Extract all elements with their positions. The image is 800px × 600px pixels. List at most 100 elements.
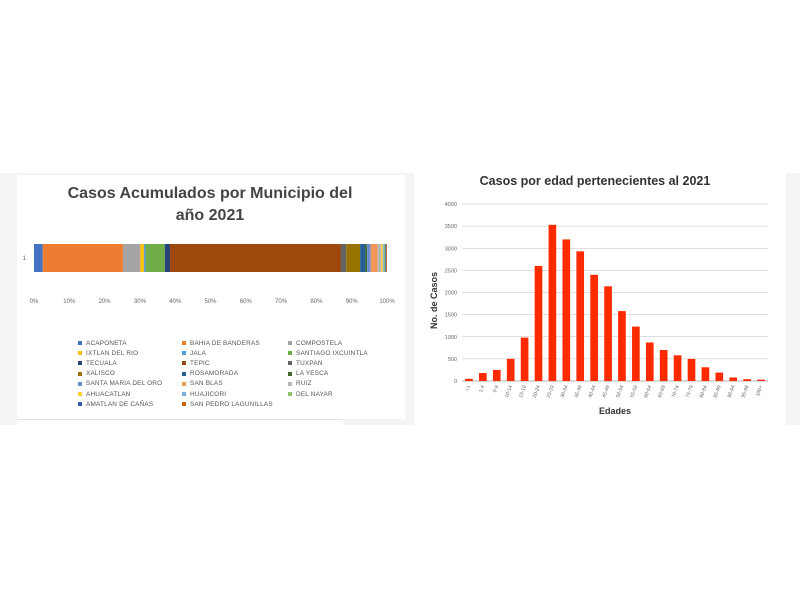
- y-tick-label: 0: [454, 379, 457, 385]
- stacked-segment-8: [340, 244, 347, 272]
- x-tick-label: 40-44: [588, 384, 598, 398]
- stacked-segment-5: [145, 244, 165, 272]
- legend-swatch: [78, 381, 82, 386]
- legend-item: RUIZ: [288, 379, 398, 389]
- x-tick-label: 35-39: [574, 384, 584, 398]
- x-tick-label: 25-29: [546, 384, 556, 398]
- municipio-legend: ACAPONETA BAHIA DE BANDERAS COMPOSTELA IXTL…: [78, 338, 408, 409]
- legend-label: ROSAMORADA: [190, 370, 239, 378]
- legend-label: ACAPONETA: [86, 339, 127, 347]
- age-bar-1: [479, 373, 487, 381]
- legend-label: SANTIAGO IXCUINTLA: [296, 349, 368, 357]
- x-tick-label: 100+: [755, 385, 765, 398]
- age-bar-9: [590, 274, 598, 381]
- legend-label: IXTLAN DEL RIO: [86, 349, 139, 357]
- age-bar-2: [492, 369, 501, 381]
- legend-item: SANTIAGO IXCUINTLA: [288, 348, 398, 358]
- x-tick-label: 100%: [379, 299, 395, 305]
- x-tick-label: 10%: [63, 299, 76, 305]
- age-bar-15: [673, 355, 682, 381]
- edad-chart-title: Casos por edad pertenecientes al 2021: [479, 174, 711, 188]
- x-tick-label: 20-24: [532, 384, 542, 398]
- y-tick-label: 2000: [445, 291, 457, 297]
- stacked-segment-19: [386, 244, 387, 272]
- stacked-segment-0: [34, 244, 43, 272]
- legend-swatch: [182, 371, 186, 376]
- x-tick-label: 75-79: [685, 384, 695, 398]
- legend-item: TUXPAN: [288, 358, 398, 368]
- x-tick-label: 20%: [99, 299, 112, 305]
- y-tick-label: 2500: [445, 268, 457, 274]
- y-tick-label: 3000: [445, 246, 457, 252]
- age-bar-4: [520, 337, 529, 381]
- age-bar-0: [465, 378, 473, 381]
- x-tick-label: 50-54: [615, 384, 625, 398]
- legend-label: COMPOSTELA: [296, 339, 343, 347]
- x-tick-label: 5-9: [492, 384, 500, 393]
- y-tick-label: 4000: [445, 202, 457, 208]
- legend-item: HUAJICORI: [182, 389, 288, 399]
- x-tick-label: 45-49: [601, 384, 611, 398]
- y-tick-label: 500: [448, 357, 457, 363]
- age-bar-12: [632, 326, 640, 381]
- legend-label: TEPIC: [190, 359, 210, 367]
- age-bar-18: [715, 372, 724, 381]
- legend-swatch: [182, 361, 186, 366]
- x-tick-label: <1: [465, 384, 473, 392]
- x-tick-label: 55-59: [629, 384, 639, 398]
- legend-item: LA YESCA: [288, 369, 398, 379]
- x-tick-label: 60-64: [643, 384, 653, 398]
- legend-item: IXTLAN DEL RIO: [78, 348, 182, 358]
- stacked-segment-9: [346, 244, 361, 272]
- legend-swatch: [78, 341, 82, 346]
- legend-label: AHUACATLAN: [86, 390, 131, 398]
- legend-item: AHUACATLAN: [78, 389, 182, 399]
- x-tick-label: 70-74: [671, 384, 681, 398]
- x-tick-label: 15-19: [518, 384, 528, 398]
- legend-swatch: [78, 371, 82, 376]
- x-tick-label: 30-34: [560, 384, 570, 398]
- x-axis-title: Edades: [599, 406, 631, 416]
- stacked-segment-16: [382, 244, 384, 272]
- x-tick-label: 95-99: [741, 384, 751, 398]
- legend-swatch: [182, 392, 186, 397]
- legend-swatch: [78, 351, 82, 356]
- legend-item: TECUALA: [78, 358, 182, 368]
- stacked-segment-11: [365, 244, 368, 272]
- age-bar-19: [729, 377, 738, 381]
- stacked-segment-15: [381, 244, 383, 272]
- x-tick-label: 60%: [240, 299, 253, 305]
- legend-swatch: [288, 341, 292, 346]
- x-tick-label: 40%: [169, 299, 182, 305]
- stacked-segment-1: [42, 244, 123, 272]
- y-tick-label: 3500: [445, 224, 457, 230]
- legend-swatch: [78, 361, 82, 366]
- legend-swatch: [288, 351, 292, 356]
- legend-item: BAHIA DE BANDERAS: [182, 338, 288, 348]
- legend-label: SAN PEDRO LAGUNILLAS: [190, 400, 273, 408]
- stacked-segment-4: [143, 244, 146, 272]
- age-bar-16: [687, 358, 696, 381]
- stacked-segment-18: [385, 244, 387, 272]
- x-tick-label: 10-14: [504, 384, 514, 398]
- legend-swatch: [288, 392, 292, 397]
- category-label: 1: [23, 256, 27, 262]
- stacked-segment-3: [140, 244, 144, 272]
- legend-swatch: [182, 381, 186, 386]
- legend-item: ACAPONETA: [78, 338, 182, 348]
- age-bar-3: [506, 358, 515, 381]
- x-tick-label: 70%: [275, 299, 288, 305]
- municipio-chart-title: Casos Acumulados por Municipio del año 2…: [67, 185, 353, 224]
- x-tick-label: 80-84: [699, 384, 709, 398]
- x-tick-label: 80%: [310, 299, 323, 305]
- legend-swatch: [288, 381, 292, 386]
- x-tick-label: 50%: [204, 299, 217, 305]
- age-bar-11: [618, 311, 626, 381]
- legend-label: JALA: [190, 349, 207, 357]
- legend-label: BAHIA DE BANDERAS: [190, 339, 260, 347]
- legend-swatch: [78, 402, 82, 407]
- age-bar-13: [645, 342, 654, 381]
- legend-item: TEPIC: [182, 358, 288, 368]
- age-bar-21: [757, 379, 765, 381]
- legend-label: TECUALA: [86, 359, 117, 367]
